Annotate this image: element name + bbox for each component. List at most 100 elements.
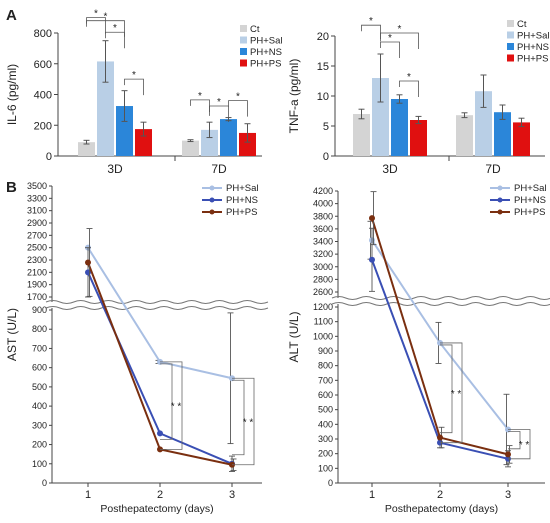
legend-label: PH+Sal [517,31,549,42]
bar [391,99,408,156]
significance-bracket [209,105,229,123]
y-tick-label: 3300 [27,193,47,203]
y-tick-label: 500 [32,382,47,392]
significance-label: * [217,97,221,108]
y-tick-label: 4000 [313,199,333,209]
significance-label: * * [519,440,530,451]
y-tick-label: 400 [34,90,52,102]
significance-bracket [232,377,255,466]
x-tick-label: 3 [229,489,235,501]
x-tick-label: 1 [85,489,91,501]
legend-marker [497,197,503,203]
y-tick-label: 15 [317,61,329,73]
y-tick-label: 100 [32,459,47,469]
legend-marker [497,209,503,215]
bar [353,114,370,156]
panel-label-b: B [6,179,17,196]
significance-bracket [380,32,419,49]
significance-label: * [132,70,136,81]
legend-label: PH+NS [517,42,549,53]
legend-marker [497,185,503,191]
legend-swatch [507,20,514,27]
legend-label: PH+Sal [250,36,282,47]
y-tick-label: 3500 [27,181,47,191]
significance-label: * [407,72,411,83]
bar [410,120,427,156]
series-line [87,247,233,380]
axis-break-mark [45,300,269,304]
y-tick-label: 2900 [27,218,47,228]
x-tick-label: 2 [157,489,163,501]
y-tick-label: 400 [318,419,333,429]
y-tick-label: 4200 [313,186,333,196]
y-tick-label: 200 [34,120,52,132]
y-tick-label: 600 [318,390,333,400]
bar [372,78,389,156]
legend-label: PH+NS [514,195,546,206]
x-axis-label: Posthepatectomy (days) [100,503,213,515]
significance-label: * [198,91,202,102]
bar [220,119,237,156]
x-tick-label: 1 [369,489,375,501]
significance-label: * * [171,402,182,413]
x-axis-label: Posthepatectomy (days) [385,503,498,515]
y-tick-label: 1000 [313,331,333,341]
legend-label: PH+Sal [226,183,258,194]
y-tick-label: 900 [32,305,47,315]
legend-label: PH+Sal [514,183,546,194]
y-tick-label: 5 [323,121,329,133]
legend-label: PH+NS [250,47,282,58]
bar [239,132,256,156]
x-tick-label: 3 [505,489,511,501]
y-tick-label: 600 [34,59,52,71]
y-tick-label: 300 [318,434,333,444]
significance-bracket [361,24,381,42]
axis-break-mark [331,302,550,306]
y-tick-label: 2300 [27,255,47,265]
y-tick-label: 500 [318,405,333,415]
significance-label: * [388,33,392,44]
y-tick-label: 400 [32,401,47,411]
data-point [505,451,511,458]
y-tick-label: 1200 [313,302,333,312]
y-tick-label: 1900 [27,280,47,290]
y-tick-label: 3100 [27,206,47,216]
legend-label: Ct [517,19,527,30]
y-tick-label: 200 [318,449,333,459]
panel-label-a: A [6,7,17,24]
legend-marker [209,197,215,203]
y-tick-label: 300 [32,420,47,430]
y-tick-label: 700 [318,375,333,385]
y-tick-label: 600 [32,363,47,373]
y-tick-label: 0 [323,151,329,163]
y-tick-label: 0 [42,478,47,488]
y-tick-label: 1700 [27,292,47,302]
bar [513,122,530,156]
significance-bracket [508,429,531,460]
legend-label: PH+PS [517,54,548,65]
y-tick-label: 700 [32,343,47,353]
data-point [437,434,443,441]
y-tick-label: 800 [34,28,52,40]
bar [116,106,133,156]
significance-bracket [160,361,183,450]
bar [201,129,218,156]
legend-swatch [507,43,514,50]
significance-label: * [236,92,240,103]
significance-bracket [160,363,173,440]
legend-label: Ct [250,24,260,35]
y-tick-label: 200 [32,440,47,450]
y-tick-label: 2500 [27,243,47,253]
legend-label: PH+NS [226,195,258,206]
significance-bracket [86,20,125,37]
series-line [371,259,509,460]
significance-label: * * [451,389,462,400]
bar [475,91,492,156]
bar [78,142,95,156]
legend-label: PH+PS [514,207,545,218]
y-axis-label: AST (U/L) [5,308,19,361]
significance-bracket [508,431,521,450]
y-tick-label: 0 [328,478,333,488]
significance-bracket [399,80,419,97]
data-point [369,256,375,263]
